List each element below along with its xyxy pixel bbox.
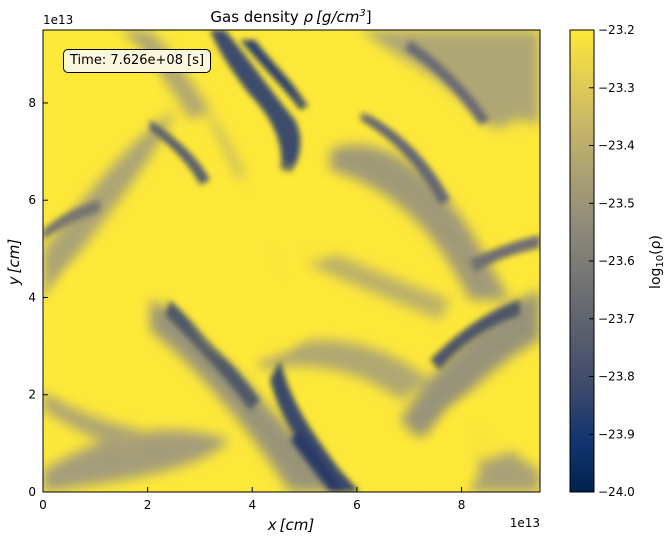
x-tick-label: 0 <box>39 498 47 512</box>
y-tick-label: 8 <box>28 96 36 110</box>
chart-title: Gas density ρ [g/cm3] <box>210 8 371 26</box>
y-tick-label: 2 <box>28 388 36 402</box>
density-heatmap <box>43 30 540 492</box>
time-annotation: Time: 7.626e+08 [s] <box>63 49 212 73</box>
colorbar-tick-label: −23.3 <box>598 81 635 95</box>
colorbar-tick-label: −23.9 <box>598 427 635 441</box>
colorbar-tick-label: −23.7 <box>598 312 635 326</box>
x-offset-text: 1e13 <box>510 516 540 530</box>
colorbar-tick-label: −23.5 <box>598 196 635 210</box>
colorbar-tick-label: −23.2 <box>598 23 635 37</box>
colorbar-tick-label: −24.0 <box>598 485 635 499</box>
colorbar-label: log10(ρ) <box>648 235 666 289</box>
x-tick-label: 4 <box>248 498 256 512</box>
x-tick-label: 2 <box>144 498 152 512</box>
colorbar-tick-label: −23.4 <box>598 139 635 153</box>
y-offset-text: 1e13 <box>43 13 73 27</box>
y-tick-label: 0 <box>28 485 36 499</box>
y-tick-label: 6 <box>28 193 36 207</box>
colorbar-tick-label: −23.8 <box>598 370 635 384</box>
y-axis-label: y[cm] <box>5 239 23 287</box>
x-tick-label: 8 <box>458 498 466 512</box>
plot-frame <box>42 29 541 493</box>
x-axis: 0 2 4 6 8 <box>39 487 465 512</box>
y-tick-label: 4 <box>28 290 36 304</box>
x-axis-label: x [cm] <box>267 516 315 534</box>
colorbar-tick-label: −23.6 <box>598 254 635 268</box>
colorbar-ticks: −24.0 −23.9 −23.8 −23.7 −23.6 −23.5 −23.4 −23.3… <box>589 23 635 499</box>
x-tick-label: 6 <box>353 498 361 512</box>
y-axis: 0 2 4 6 8 <box>28 96 48 499</box>
